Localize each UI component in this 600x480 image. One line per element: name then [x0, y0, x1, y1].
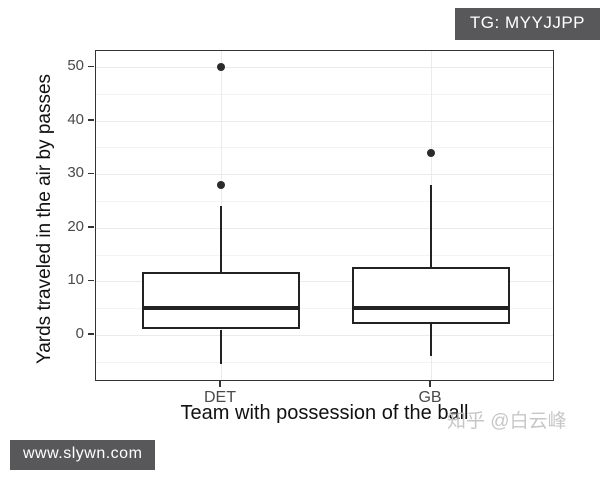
box-det: [142, 272, 300, 330]
gridline-minor: [96, 147, 553, 149]
gridline-major: [96, 334, 553, 336]
x-tick-mark: [429, 381, 431, 387]
gridline-major: [96, 120, 553, 122]
plot-panel: [95, 50, 554, 381]
y-tick-label: 50: [67, 57, 84, 75]
y-tick-label: 20: [67, 217, 84, 235]
whisker-upper-gb: [430, 184, 432, 267]
outlier-det: [217, 63, 225, 72]
y-axis-title: Yards traveled in the air by passes: [34, 73, 55, 365]
gridline-minor: [96, 361, 553, 363]
whisker-lower-gb: [430, 324, 432, 357]
median-gb: [352, 306, 510, 310]
x-axis-title: Team with possession of the ball: [180, 402, 469, 424]
zhihu-author-watermark: 知乎 @白云峰: [447, 411, 567, 432]
y-tick-mark: [88, 119, 94, 121]
y-tick-label: 30: [67, 164, 84, 182]
y-tick-label: 0: [75, 324, 84, 342]
gridline-major: [96, 281, 553, 283]
gridline-major: [96, 227, 553, 229]
x-tick-mark: [219, 381, 221, 387]
whisker-upper-det: [220, 206, 222, 273]
y-tick-mark: [88, 172, 94, 175]
whisker-lower-det: [220, 329, 222, 365]
tg-watermark-badge: TG: MYYJJPP: [454, 8, 600, 40]
y-tick-label: 10: [67, 271, 84, 289]
box-gb: [352, 266, 510, 325]
gridline-major: [96, 67, 553, 69]
gridline-minor: [96, 308, 553, 310]
outlier-gb: [427, 148, 435, 157]
y-tick-mark: [88, 65, 94, 68]
gridline-major: [96, 174, 553, 176]
median-det: [142, 306, 300, 310]
y-tick-mark: [88, 333, 94, 335]
gridline-minor: [96, 254, 553, 256]
x-tick-label: DET: [204, 389, 236, 406]
site-watermark-badge: www.slywn.com: [10, 440, 156, 470]
x-tick-label: GB: [418, 389, 442, 406]
y-tick-mark: [88, 279, 94, 282]
gridline-minor: [96, 200, 553, 202]
outlier-det: [217, 180, 225, 189]
gridline-minor: [96, 93, 553, 95]
y-tick-label: 40: [67, 110, 84, 128]
y-tick-mark: [88, 226, 94, 228]
